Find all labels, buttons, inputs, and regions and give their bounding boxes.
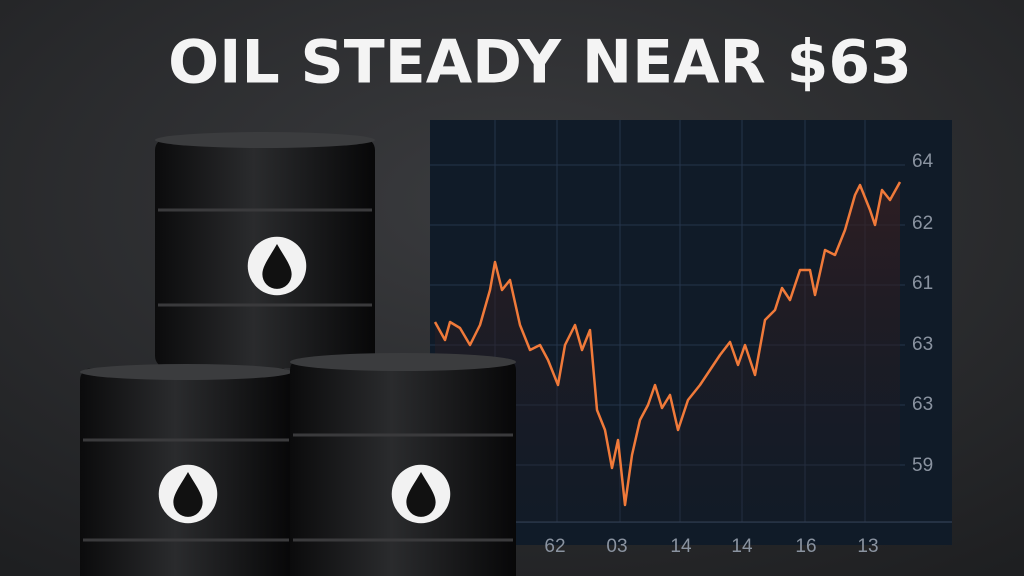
x-label: 14	[731, 536, 753, 557]
x-label: 13	[857, 536, 878, 557]
x-label: 16	[795, 536, 816, 557]
x-label: 62	[544, 536, 565, 557]
y-label: 63	[912, 334, 933, 355]
y-label: 64	[912, 151, 934, 172]
y-label: 61	[912, 273, 933, 294]
barrels	[80, 132, 516, 576]
price-line	[433, 181, 902, 507]
chart-panel: 64 62 61 63 63 59 62 03 14 14 16 13	[430, 120, 952, 557]
x-label: 03	[606, 536, 627, 557]
barrel-right	[290, 353, 516, 576]
headline: OIL STEADY NEAR $63	[168, 28, 912, 98]
price-area	[435, 182, 900, 522]
x-label: 14	[670, 536, 692, 557]
barrel-left	[80, 364, 292, 576]
y-label: 63	[912, 394, 933, 415]
y-label: 62	[912, 213, 933, 234]
y-label: 59	[912, 455, 933, 476]
barrel-top	[155, 132, 375, 368]
